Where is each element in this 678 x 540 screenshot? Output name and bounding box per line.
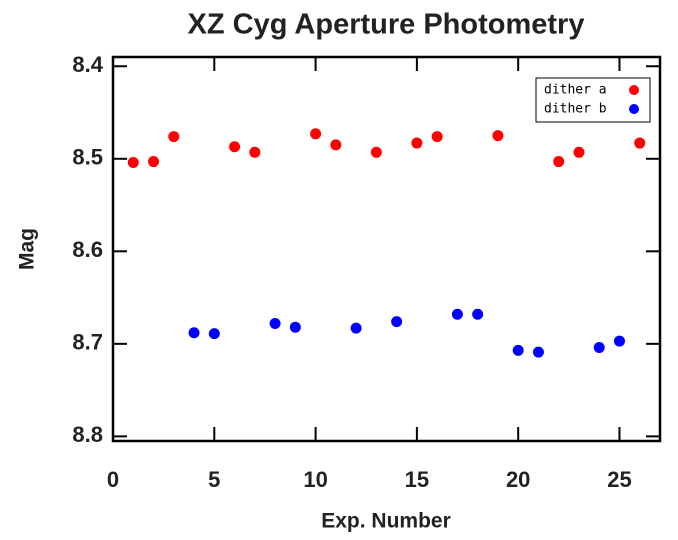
point (472, 308, 484, 320)
point (634, 137, 646, 149)
point (613, 335, 625, 347)
point (451, 308, 463, 320)
point (593, 342, 605, 354)
legend-box (535, 77, 651, 123)
point (208, 328, 220, 340)
y-tick-label: 8.8 (72, 422, 103, 447)
x-tick-label: 5 (208, 467, 220, 492)
legend-label: dither a (544, 83, 607, 98)
point (553, 156, 565, 168)
x-tick-label: 15 (405, 467, 429, 492)
x-tick-label: 25 (607, 467, 631, 492)
plot-frame (111, 55, 662, 443)
point (269, 317, 281, 329)
point (532, 346, 544, 358)
y-tick-label: 8.5 (72, 145, 103, 170)
point (573, 146, 585, 158)
point (148, 156, 160, 168)
chart-title: XZ Cyg Aperture Photometry (188, 9, 585, 41)
point (249, 146, 261, 158)
point (168, 131, 180, 143)
x-tick-label: 10 (303, 467, 327, 492)
point (188, 327, 200, 339)
legend-marker (629, 104, 639, 114)
point (512, 344, 524, 356)
point (350, 322, 362, 334)
point (370, 146, 382, 158)
legend-label: dither b (544, 102, 607, 117)
x-tick-label: 20 (506, 467, 530, 492)
point (330, 139, 342, 151)
point (411, 137, 423, 149)
y-tick-label: 8.7 (72, 330, 103, 355)
legend-marker (629, 85, 639, 95)
point (492, 130, 504, 142)
point (391, 316, 403, 328)
point (127, 156, 139, 168)
y-tick-label: 8.6 (72, 237, 103, 262)
point (289, 321, 301, 333)
y-axis-label: Mag (16, 228, 39, 270)
y-tick-label: 8.4 (72, 52, 103, 77)
point (431, 131, 443, 143)
x-tick-label: 0 (107, 467, 119, 492)
point (229, 141, 241, 153)
x-axis-label: Exp. Number (321, 510, 451, 533)
point (310, 128, 322, 140)
